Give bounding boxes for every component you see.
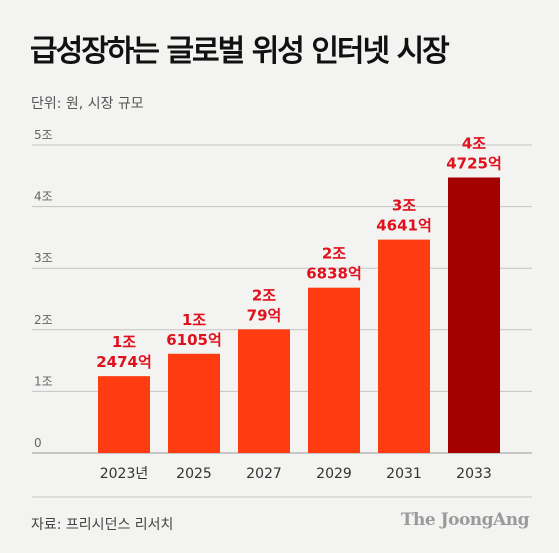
data-label: 2474억: [96, 353, 152, 371]
y-tick-label: 3조: [34, 251, 53, 265]
data-label: 2조: [322, 245, 346, 263]
page-title: 급성장하는 글로벌 위성 인터넷 시장: [30, 34, 450, 69]
data-label: 4725억: [446, 154, 502, 172]
data-label: 1조: [112, 333, 136, 351]
data-label: 3조: [392, 197, 416, 215]
unit-note: 단위: 원, 시장 규모: [31, 96, 144, 112]
y-tick-label: 2조: [34, 313, 53, 327]
y-tick-label: 1조: [34, 374, 53, 388]
data-label: 6838억: [306, 265, 362, 283]
data-label: 6105억: [166, 331, 222, 349]
bar: [98, 376, 150, 453]
y-tick-label: 0: [34, 436, 42, 450]
x-tick-label: 2029: [316, 466, 352, 482]
data-label: 1조: [182, 311, 206, 329]
y-tick-label: 5조: [34, 128, 53, 142]
bar: [378, 239, 430, 453]
bar: [238, 329, 290, 453]
bar: [308, 287, 360, 453]
y-tick-label: 4조: [34, 190, 53, 204]
data-label: 2조: [252, 286, 276, 304]
data-label: 79억: [247, 306, 282, 324]
x-tick-label: 2027: [246, 466, 282, 482]
publisher-logo: The JoongAng: [400, 510, 530, 530]
x-tick-label: 2031: [386, 466, 422, 482]
bar: [168, 353, 220, 453]
data-label: 4641억: [376, 217, 432, 235]
bar: [448, 177, 500, 453]
x-tick-label: 2025: [176, 466, 212, 482]
x-tick-label: 2033: [456, 466, 492, 482]
source-note: 자료: 프리시던스 리서치: [31, 517, 174, 533]
x-tick-label: 2023년: [100, 466, 149, 482]
data-label: 4조: [462, 134, 486, 152]
